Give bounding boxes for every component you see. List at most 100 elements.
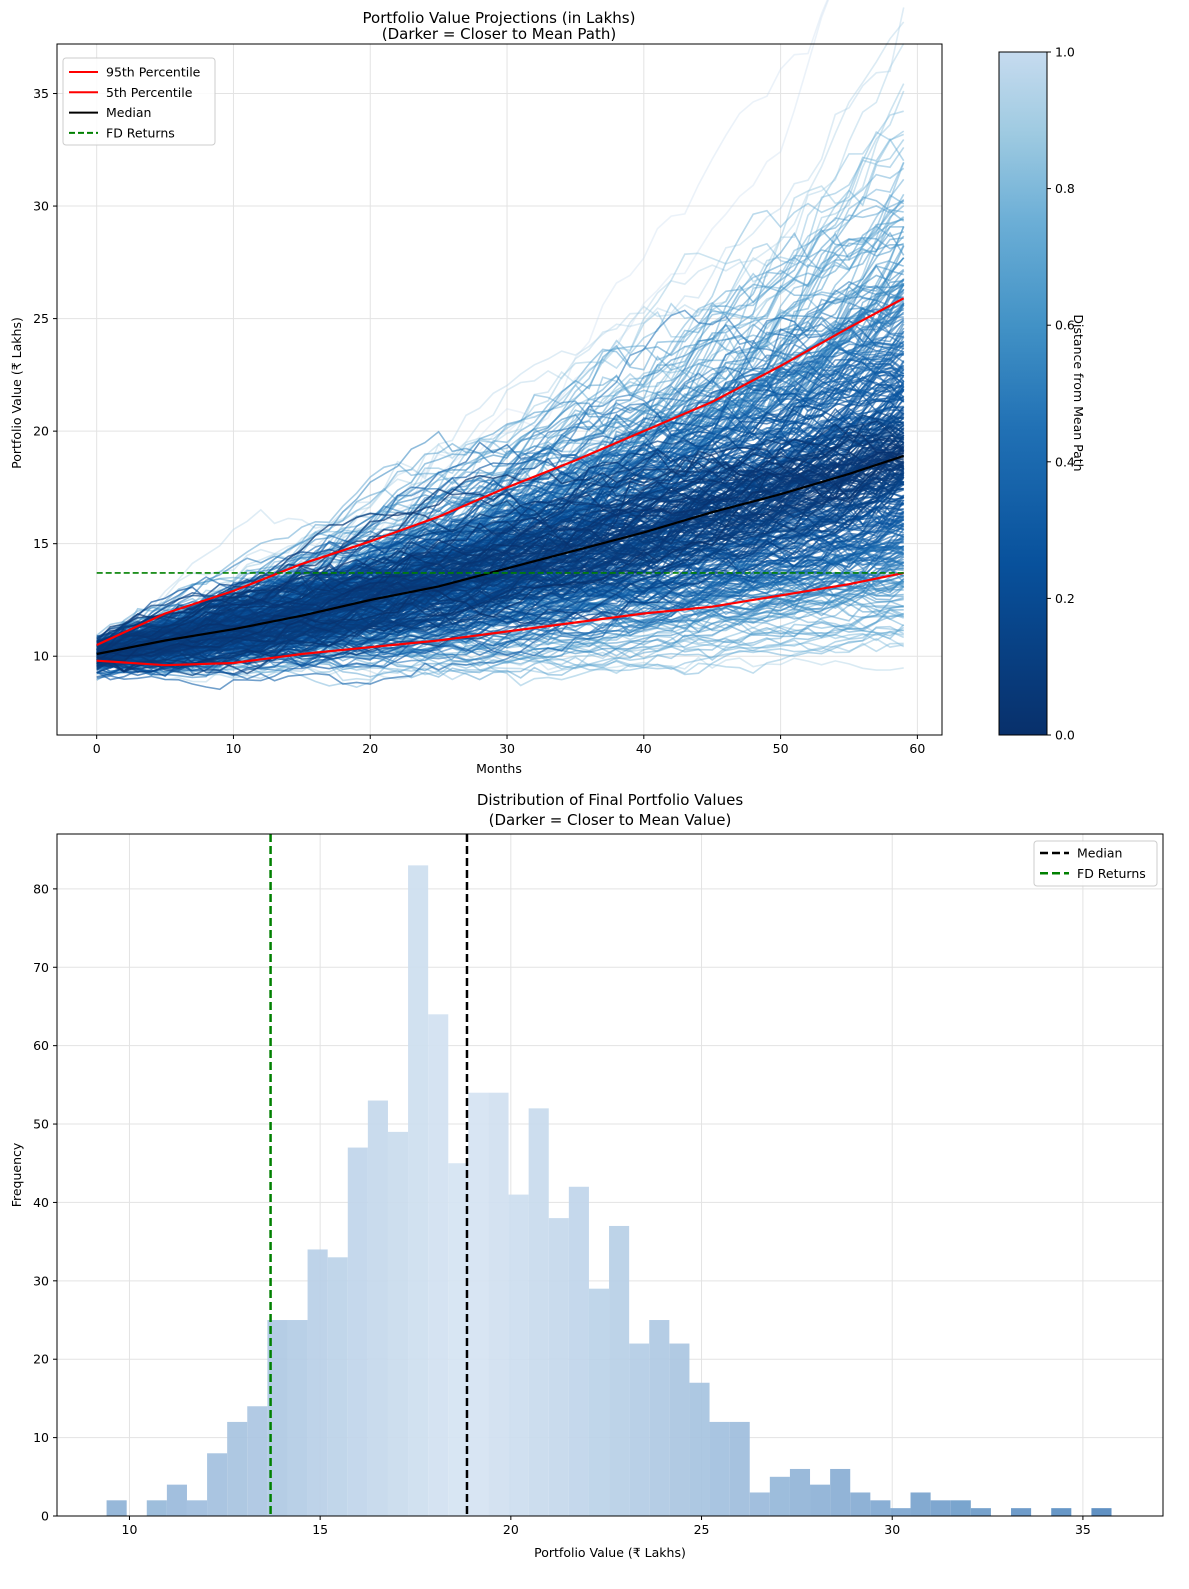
x-tick-label: 15 [312,1522,328,1537]
colorbar [998,51,1048,736]
colorbar-label: Distance from Mean Path [1071,314,1086,471]
histogram-bar [789,1468,811,1516]
histogram-bar [1051,1508,1072,1516]
histogram-vlines [269,834,469,1516]
histogram-bar [528,1108,549,1516]
legend-label: Median [1077,846,1122,861]
histogram-bar [287,1320,308,1516]
histogram-bar [347,1147,368,1516]
x-tick-label: 20 [503,1522,519,1537]
simulated-path [96,448,905,664]
x-tick-label: 25 [694,1522,710,1537]
simulated-path [96,627,904,676]
simulated-path [96,452,904,673]
simulated-path [96,447,905,663]
histogram-axes-frame [56,833,1164,1517]
projection-axes-frame [56,43,943,736]
histogram-bar [669,1343,690,1516]
simulated-path [96,193,905,659]
histogram-bar [448,1163,469,1516]
histogram-bar [106,1500,127,1516]
simulated-path [96,450,905,660]
y-tick-label: 10 [33,1430,49,1445]
simulated-path [96,467,905,665]
histogram-bar [749,1492,770,1516]
x-tick-label: 30 [884,1522,900,1537]
colorbar-tick-label: 0.6 [1055,318,1075,333]
x-tick-label: 40 [636,741,652,756]
simulated-path [96,600,905,682]
y-tick-label: 30 [33,199,49,214]
histogram-bar [568,1186,589,1516]
simulated-path [96,450,905,663]
simulated-path [96,454,904,661]
simulated-path [96,457,904,652]
series-line-5th-percentile [96,571,904,667]
projection-subtitle: (Darker = Closer to Mean Path) [382,25,616,43]
simulated-path [96,420,905,651]
simulated-path [96,457,904,656]
x-tick-label: 30 [499,741,515,756]
histogram-title: Distribution of Final Portfolio Values [477,791,744,809]
simulated-path [96,434,904,651]
histogram-bar [548,1218,569,1516]
simulated-path [96,21,905,645]
histogram-bar [629,1343,650,1516]
legend-label: 95th Percentile [106,65,201,80]
simulated-path [96,446,905,662]
histogram-bar [207,1453,228,1516]
histogram-bar [609,1225,630,1516]
projection-title: Portfolio Value Projections (in Lakhs) [363,9,636,27]
histogram-bar [830,1468,851,1516]
projection-xlabel: Months [476,761,522,776]
simulated-path [96,461,905,658]
simulated-path [96,451,904,644]
histogram-bar [186,1500,208,1516]
legend-box [62,57,216,146]
histogram-bar [488,1092,509,1516]
histogram-bar [729,1421,750,1516]
y-tick-label: 80 [33,881,49,896]
simulated-path [96,427,904,664]
histogram-bar [408,865,429,1516]
x-tick-label: 10 [225,741,241,756]
histogram-bar [428,1014,449,1516]
histogram-subtitle: (Darker = Closer to Mean Value) [489,811,732,829]
legend-label: Median [106,105,151,120]
histogram-xlabel: Portfolio Value (₹ Lakhs) [534,1545,686,1560]
y-tick-label: 10 [33,649,49,664]
y-tick-label: 35 [33,86,49,101]
x-tick-label: 10 [122,1522,138,1537]
projection-ticks: 0 10 20 30 40 50 60 10 15 20 25 30 35 [33,86,925,756]
histogram-bar [910,1492,931,1516]
histogram-chart: 10 15 20 25 30 35 0 10 20 30 40 50 60 70 80 Distributi… [9,791,1164,1560]
histogram-bar [1091,1508,1112,1516]
colorbar-tick-label: 0.8 [1055,181,1075,196]
x-tick-label: 50 [773,741,789,756]
colorbar-tick-label: 0.0 [1055,728,1075,743]
histogram-bar [709,1421,730,1516]
histogram-bar [850,1492,871,1516]
legend-label: FD Returns [1077,866,1146,881]
projection-chart: 0 10 20 30 40 50 60 10 15 20 25 30 35 Portfolio Valu… [9,0,1086,776]
colorbar-tick-label: 1.0 [1055,45,1075,60]
colorbar-ticks: 0.0 0.2 0.4 0.6 0.8 1.0 [1047,45,1075,743]
histogram-bar [146,1500,167,1516]
x-tick-label: 35 [1075,1522,1091,1537]
histogram-bar [769,1476,790,1516]
projection-legend: 95th Percentile 5th Percentile Median FD Re… [62,57,216,146]
histogram-bar [870,1500,891,1516]
histogram-bar [247,1406,268,1516]
histogram-bar [367,1100,388,1516]
legend-label: 5th Percentile [106,85,193,100]
x-tick-label: 60 [909,741,925,756]
series-line-median [96,454,905,656]
histogram-ylabel: Frequency [9,1142,24,1207]
histogram-bar [1011,1508,1032,1516]
y-tick-label: 70 [33,960,49,975]
projection-ylabel: Portfolio Value (₹ Lakhs) [9,317,24,469]
simulated-path [96,198,905,644]
histogram-bar [890,1508,911,1516]
y-tick-label: 25 [33,311,49,326]
